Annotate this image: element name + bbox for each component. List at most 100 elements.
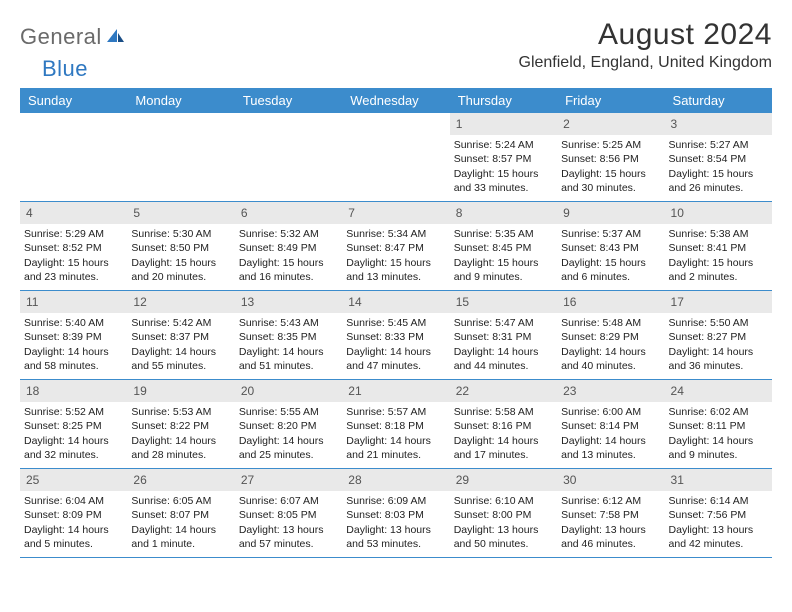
sunrise-text: Sunrise: 5:30 AM — [131, 227, 230, 241]
sunrise-text: Sunrise: 5:35 AM — [454, 227, 553, 241]
day-number: 11 — [20, 291, 127, 313]
day-number: 16 — [557, 291, 664, 313]
sunset-text: Sunset: 8:54 PM — [669, 152, 768, 166]
sunrise-text: Sunrise: 6:10 AM — [454, 494, 553, 508]
sunrise-text: Sunrise: 5:53 AM — [131, 405, 230, 419]
sunset-text: Sunset: 7:56 PM — [669, 508, 768, 522]
day-cell — [235, 113, 342, 201]
title-block: August 2024 Glenfield, England, United K… — [519, 18, 773, 72]
day-cell: 18Sunrise: 5:52 AMSunset: 8:25 PMDayligh… — [20, 380, 127, 468]
sunrise-text: Sunrise: 5:57 AM — [346, 405, 445, 419]
week-row: 25Sunrise: 6:04 AMSunset: 8:09 PMDayligh… — [20, 469, 772, 558]
daylight-text: Daylight: 14 hours and 32 minutes. — [24, 434, 123, 462]
day-number: 6 — [235, 202, 342, 224]
day-number — [20, 113, 127, 119]
daylight-text: Daylight: 14 hours and 13 minutes. — [561, 434, 660, 462]
sunset-text: Sunset: 8:37 PM — [131, 330, 230, 344]
sunrise-text: Sunrise: 5:52 AM — [24, 405, 123, 419]
daylight-text: Daylight: 14 hours and 5 minutes. — [24, 523, 123, 551]
day-cell: 28Sunrise: 6:09 AMSunset: 8:03 PMDayligh… — [342, 469, 449, 557]
day-number — [342, 113, 449, 119]
daylight-text: Daylight: 15 hours and 33 minutes. — [454, 167, 553, 195]
daylight-text: Daylight: 15 hours and 6 minutes. — [561, 256, 660, 284]
sunset-text: Sunset: 8:31 PM — [454, 330, 553, 344]
daylight-text: Daylight: 15 hours and 13 minutes. — [346, 256, 445, 284]
daylight-text: Daylight: 15 hours and 26 minutes. — [669, 167, 768, 195]
day-cell: 10Sunrise: 5:38 AMSunset: 8:41 PMDayligh… — [665, 202, 772, 290]
day-cell: 20Sunrise: 5:55 AMSunset: 8:20 PMDayligh… — [235, 380, 342, 468]
day-number: 12 — [127, 291, 234, 313]
sunset-text: Sunset: 8:00 PM — [454, 508, 553, 522]
day-header: Wednesday — [342, 88, 449, 113]
sunset-text: Sunset: 8:56 PM — [561, 152, 660, 166]
daylight-text: Daylight: 14 hours and 17 minutes. — [454, 434, 553, 462]
sunset-text: Sunset: 8:45 PM — [454, 241, 553, 255]
sunset-text: Sunset: 8:49 PM — [239, 241, 338, 255]
sunset-text: Sunset: 8:27 PM — [669, 330, 768, 344]
day-cell: 3Sunrise: 5:27 AMSunset: 8:54 PMDaylight… — [665, 113, 772, 201]
sunrise-text: Sunrise: 5:32 AM — [239, 227, 338, 241]
daylight-text: Daylight: 14 hours and 40 minutes. — [561, 345, 660, 373]
sunset-text: Sunset: 8:52 PM — [24, 241, 123, 255]
daylight-text: Daylight: 15 hours and 2 minutes. — [669, 256, 768, 284]
daylight-text: Daylight: 14 hours and 55 minutes. — [131, 345, 230, 373]
sunset-text: Sunset: 8:50 PM — [131, 241, 230, 255]
daylight-text: Daylight: 15 hours and 9 minutes. — [454, 256, 553, 284]
day-number — [127, 113, 234, 119]
day-number: 2 — [557, 113, 664, 135]
sunset-text: Sunset: 8:35 PM — [239, 330, 338, 344]
sunrise-text: Sunrise: 5:37 AM — [561, 227, 660, 241]
day-number: 13 — [235, 291, 342, 313]
day-cell: 1Sunrise: 5:24 AMSunset: 8:57 PMDaylight… — [450, 113, 557, 201]
sunrise-text: Sunrise: 6:07 AM — [239, 494, 338, 508]
sunset-text: Sunset: 8:09 PM — [24, 508, 123, 522]
sunrise-text: Sunrise: 5:50 AM — [669, 316, 768, 330]
daylight-text: Daylight: 14 hours and 36 minutes. — [669, 345, 768, 373]
sunrise-text: Sunrise: 5:47 AM — [454, 316, 553, 330]
daylight-text: Daylight: 13 hours and 53 minutes. — [346, 523, 445, 551]
day-cell: 13Sunrise: 5:43 AMSunset: 8:35 PMDayligh… — [235, 291, 342, 379]
sunset-text: Sunset: 8:41 PM — [669, 241, 768, 255]
day-number: 21 — [342, 380, 449, 402]
day-header: Saturday — [665, 88, 772, 113]
day-number: 22 — [450, 380, 557, 402]
daylight-text: Daylight: 14 hours and 1 minute. — [131, 523, 230, 551]
daylight-text: Daylight: 14 hours and 9 minutes. — [669, 434, 768, 462]
day-number: 5 — [127, 202, 234, 224]
day-cell: 9Sunrise: 5:37 AMSunset: 8:43 PMDaylight… — [557, 202, 664, 290]
sunrise-text: Sunrise: 5:42 AM — [131, 316, 230, 330]
sunset-text: Sunset: 8:18 PM — [346, 419, 445, 433]
day-number: 7 — [342, 202, 449, 224]
sunset-text: Sunset: 8:22 PM — [131, 419, 230, 433]
day-header: Monday — [127, 88, 234, 113]
daylight-text: Daylight: 13 hours and 42 minutes. — [669, 523, 768, 551]
day-cell: 15Sunrise: 5:47 AMSunset: 8:31 PMDayligh… — [450, 291, 557, 379]
day-number: 8 — [450, 202, 557, 224]
day-cell: 25Sunrise: 6:04 AMSunset: 8:09 PMDayligh… — [20, 469, 127, 557]
day-cell — [127, 113, 234, 201]
day-cell: 17Sunrise: 5:50 AMSunset: 8:27 PMDayligh… — [665, 291, 772, 379]
day-number: 26 — [127, 469, 234, 491]
sunset-text: Sunset: 8:47 PM — [346, 241, 445, 255]
sunrise-text: Sunrise: 5:24 AM — [454, 138, 553, 152]
logo: General — [20, 18, 127, 50]
sunset-text: Sunset: 8:29 PM — [561, 330, 660, 344]
day-header-row: Sunday Monday Tuesday Wednesday Thursday… — [20, 88, 772, 113]
sunset-text: Sunset: 8:25 PM — [24, 419, 123, 433]
sunset-text: Sunset: 8:39 PM — [24, 330, 123, 344]
logo-text-blue: Blue — [42, 56, 88, 82]
day-header: Friday — [557, 88, 664, 113]
daylight-text: Daylight: 14 hours and 51 minutes. — [239, 345, 338, 373]
sunset-text: Sunset: 7:58 PM — [561, 508, 660, 522]
daylight-text: Daylight: 15 hours and 30 minutes. — [561, 167, 660, 195]
sunrise-text: Sunrise: 5:40 AM — [24, 316, 123, 330]
daylight-text: Daylight: 13 hours and 46 minutes. — [561, 523, 660, 551]
sunrise-text: Sunrise: 5:25 AM — [561, 138, 660, 152]
day-cell: 30Sunrise: 6:12 AMSunset: 7:58 PMDayligh… — [557, 469, 664, 557]
day-cell: 7Sunrise: 5:34 AMSunset: 8:47 PMDaylight… — [342, 202, 449, 290]
calendar: Sunday Monday Tuesday Wednesday Thursday… — [20, 88, 772, 558]
sunrise-text: Sunrise: 6:12 AM — [561, 494, 660, 508]
sunrise-text: Sunrise: 5:48 AM — [561, 316, 660, 330]
sunrise-text: Sunrise: 5:27 AM — [669, 138, 768, 152]
day-header: Thursday — [450, 88, 557, 113]
